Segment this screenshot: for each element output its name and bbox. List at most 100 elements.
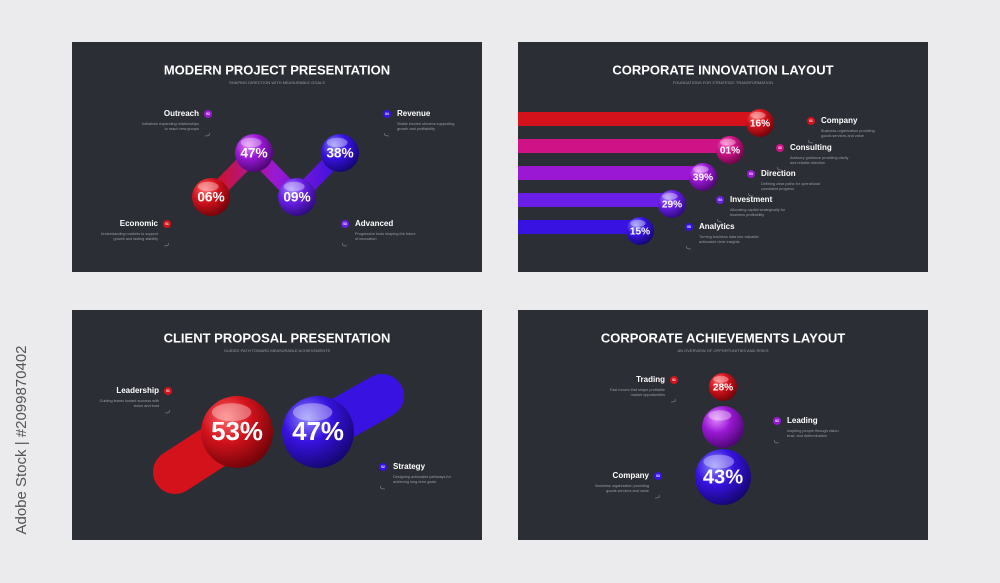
badge: [807, 117, 815, 125]
sphere: [695, 449, 751, 505]
sphere-value: 28%: [713, 383, 733, 394]
slide-title: MODERN PROJECT PRESENTATION: [164, 62, 390, 77]
arrow: [204, 132, 210, 137]
item-label: Company: [613, 471, 650, 480]
sphere-value: 16%: [750, 119, 770, 130]
item-description: Initiatives expanding relationships: [142, 122, 199, 126]
sphere-highlight: [197, 181, 219, 192]
arrow: [748, 192, 754, 197]
badge: [379, 463, 387, 471]
slide: CLIENT PROPOSAL PRESENTATION GUIDED PATH …: [72, 310, 482, 540]
sphere-highlight: [720, 138, 736, 146]
sphere-value: 43%: [703, 466, 743, 488]
slide-subtitle: AN OVERVIEW OF OPPORTUNITIES AND RISKS: [678, 348, 769, 353]
item-description: to reach new groups: [165, 127, 200, 131]
slide-subtitle: FOUNDATIONS FOR STRATEGIC TRANSFORMATION: [673, 80, 773, 85]
item-label: Trading: [636, 375, 665, 384]
item-label: Consulting: [790, 143, 832, 152]
sphere-highlight: [750, 111, 766, 119]
item-label: Company: [821, 116, 858, 125]
bar: [518, 166, 703, 180]
badge-number: 05: [687, 225, 691, 229]
badge-number: 03: [749, 172, 753, 176]
badge-number: 01: [809, 119, 813, 123]
arrow: [164, 409, 170, 414]
slide-title: CORPORATE ACHIEVEMENTS LAYOUT: [601, 330, 845, 345]
badge: [164, 387, 172, 395]
item-description: Allocating capital strategically for: [730, 208, 786, 212]
slide: CORPORATE ACHIEVEMENTS LAYOUT AN OVERVIEW…: [518, 310, 928, 540]
item-label: Outreach: [164, 109, 199, 118]
item-description: growth and profitability: [397, 127, 435, 131]
arrow: [686, 245, 692, 250]
item-description: goods services and value: [821, 134, 864, 138]
sphere-value: 29%: [662, 200, 682, 211]
item-label: Leading: [787, 416, 818, 425]
item-label: Direction: [761, 169, 796, 178]
item-description: Progressive tools shaping the future: [355, 232, 416, 236]
item-label: Economic: [120, 219, 159, 228]
slide-background: [72, 42, 482, 272]
slide-subtitle: SHAPING DIRECTION WITH MEASURABLE GOALS: [229, 80, 325, 85]
sphere-highlight: [630, 219, 646, 227]
item-label: Investment: [730, 195, 773, 204]
item-label: Analytics: [699, 222, 735, 231]
sphere-highlight: [326, 137, 348, 148]
badge: [747, 170, 755, 178]
sphere: [626, 217, 654, 245]
item-label: Strategy: [393, 462, 426, 471]
sphere: [689, 163, 717, 191]
sphere: [716, 136, 744, 164]
arrow: [384, 132, 390, 137]
badge-number: 04: [718, 198, 722, 202]
item-description: Stable income streams supporting: [397, 122, 454, 126]
arrow: [774, 439, 780, 444]
item-description: vision and trust: [133, 404, 159, 408]
arrow: [808, 139, 814, 144]
sphere: [746, 109, 774, 137]
slide: MODERN PROJECT PRESENTATION SHAPING DIREC…: [72, 42, 482, 272]
item-description: market opportunities: [631, 393, 666, 397]
sphere-value: 15%: [630, 227, 650, 238]
arrow: [670, 398, 676, 403]
sphere: [201, 396, 273, 468]
badge-number: 03: [343, 222, 347, 226]
sphere-value: 53%: [211, 418, 263, 446]
item-description: Turning business data into valuable: [699, 235, 759, 239]
sphere-highlight: [292, 403, 333, 422]
sphere-highlight: [703, 454, 735, 469]
badge-number: 02: [775, 419, 779, 423]
sphere-highlight: [283, 181, 305, 192]
item-description: Inspiring people through vision,: [787, 429, 840, 433]
item-description: Understanding markets to support: [101, 232, 159, 236]
sphere-value: 09%: [283, 190, 310, 205]
sphere: [321, 134, 359, 172]
badge-number: 02: [778, 146, 782, 150]
badge-number: 02: [381, 465, 385, 469]
connector: [203, 145, 348, 205]
item-description: Business organization providing: [821, 129, 875, 133]
item-description: Designing actionable pathways for: [393, 475, 452, 479]
slide-title: CORPORATE INNOVATION LAYOUT: [612, 62, 833, 77]
arrow: [777, 166, 783, 171]
sphere-highlight: [662, 192, 678, 200]
sphere-highlight: [708, 410, 732, 421]
item-description: actionable clear insights: [699, 240, 740, 244]
arrow: [163, 242, 169, 247]
sphere: [702, 406, 744, 448]
sphere-highlight: [693, 165, 709, 173]
sphere-highlight: [211, 403, 252, 422]
badge-number: 01: [672, 378, 676, 382]
badge-number: 03: [656, 474, 660, 478]
arrow: [380, 485, 386, 490]
badge: [163, 220, 171, 228]
sphere-value: 01%: [720, 146, 740, 157]
badge: [776, 144, 784, 152]
item-label: Advanced: [355, 219, 393, 228]
item-description: goods services and value: [606, 489, 649, 493]
bar: [518, 193, 672, 207]
item-description: Guiding teams toward success with: [99, 399, 159, 403]
badge: [341, 220, 349, 228]
